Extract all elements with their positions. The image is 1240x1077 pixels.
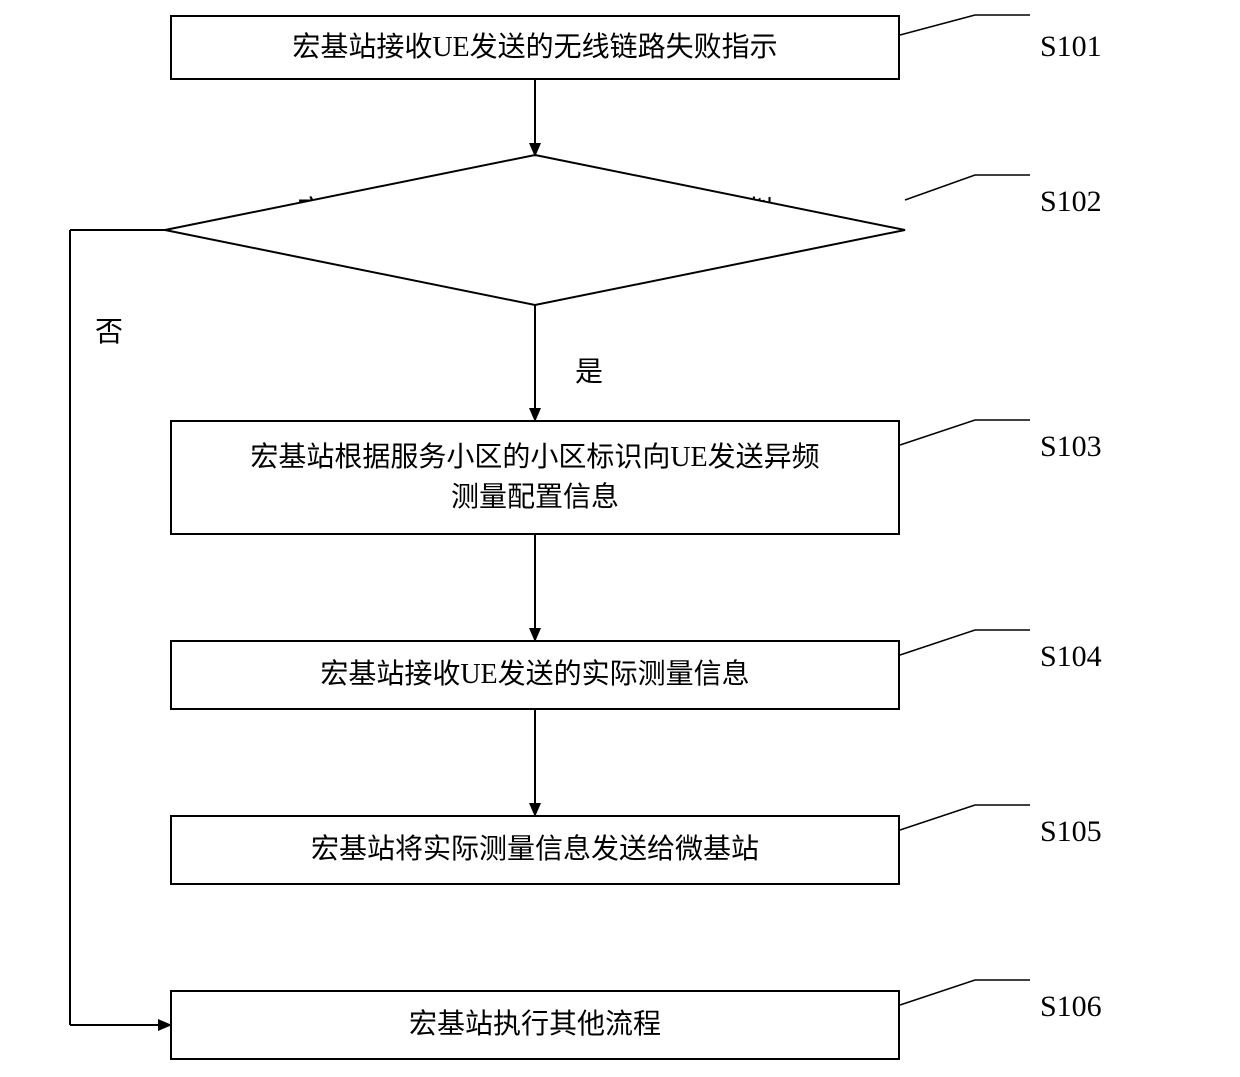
label-s106: S106 [1040,990,1102,1024]
edge-label-yes: 是 [575,350,603,390]
label-s103: S103 [1040,430,1102,464]
node-s103-line2: 测量配置信息 [250,478,819,517]
node-s103: 宏基站根据服务小区的小区标识向UE发送异频 测量配置信息 [170,420,900,535]
node-s106-text: 宏基站执行其他流程 [409,1005,661,1044]
label-s101: S101 [1040,30,1102,64]
node-s105: 宏基站将实际测量信息发送给微基站 [170,815,900,885]
edge-label-no: 否 [95,310,123,350]
node-s101: 宏基站接收UE发送的无线链路失败指示 [170,15,900,80]
node-s104: 宏基站接收UE发送的实际测量信息 [170,640,900,710]
node-s103-line1: 宏基站根据服务小区的小区标识向UE发送异频 [250,438,819,477]
node-s102-line1: 宏基站根据服务小区的小区信号强度判 [245,193,825,231]
flowchart-canvas: 宏基站接收UE发送的无线链路失败指示 S101 宏基站根据服务小区的小区信号强度… [0,0,1240,1077]
node-s106: 宏基站执行其他流程 [170,990,900,1060]
label-s102: S102 [1040,185,1102,219]
node-s102-line2: 断UE是否处于网络覆盖空洞 [245,231,825,269]
label-s104: S104 [1040,640,1102,674]
svg-overlay [0,0,1240,1077]
node-s105-text: 宏基站将实际测量信息发送给微基站 [311,830,759,869]
node-s102-text: 宏基站根据服务小区的小区信号强度判 断UE是否处于网络覆盖空洞 [245,193,825,269]
label-s105: S105 [1040,815,1102,849]
node-s101-text: 宏基站接收UE发送的无线链路失败指示 [292,28,777,67]
node-s104-text: 宏基站接收UE发送的实际测量信息 [320,655,749,694]
